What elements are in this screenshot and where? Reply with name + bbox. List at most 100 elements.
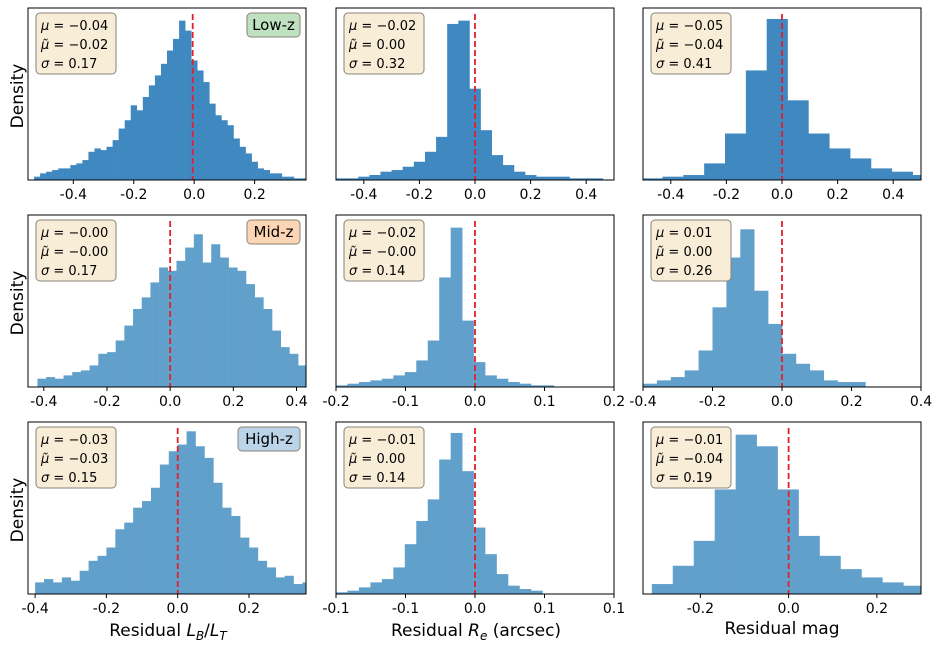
xlabel-col-1: Residual LB/LT bbox=[109, 621, 228, 643]
histogram-bar bbox=[44, 579, 54, 594]
histogram-bar bbox=[272, 330, 282, 387]
bars bbox=[643, 18, 921, 180]
histogram-bar bbox=[458, 20, 470, 180]
histogram-bar bbox=[485, 554, 497, 594]
histogram-bar bbox=[269, 173, 277, 180]
histogram-bar bbox=[202, 262, 212, 387]
histogram-bar bbox=[525, 175, 537, 180]
histogram-bar bbox=[159, 464, 170, 594]
histogram-bar bbox=[485, 375, 497, 387]
histogram-bar bbox=[124, 120, 132, 180]
histogram-bar bbox=[186, 431, 196, 594]
histogram-bar bbox=[837, 382, 852, 387]
histogram-bar bbox=[698, 350, 713, 387]
histogram-bar bbox=[293, 584, 303, 594]
histogram-bar bbox=[670, 377, 685, 387]
histogram-bar bbox=[159, 267, 169, 387]
stat-sigma: σ = 0.32 bbox=[349, 57, 405, 72]
histogram-bar bbox=[88, 151, 95, 180]
histogram-bar bbox=[558, 176, 570, 180]
histogram-bar bbox=[808, 133, 830, 180]
histogram-bar bbox=[795, 363, 811, 387]
stat-mean: μ = 0.01 bbox=[655, 226, 712, 241]
histogram-bar bbox=[89, 365, 99, 387]
histogram-bar bbox=[204, 457, 214, 594]
stats-box bbox=[343, 12, 425, 75]
histogram-bar bbox=[347, 383, 360, 387]
x-tick-label: 0.2 bbox=[238, 601, 260, 617]
histogram-bar bbox=[76, 163, 83, 180]
histogram-bar bbox=[496, 378, 509, 387]
histogram-bar bbox=[393, 567, 406, 594]
stats-box bbox=[343, 219, 425, 282]
histogram-bar bbox=[651, 584, 674, 594]
row-label-box bbox=[246, 219, 301, 245]
bars bbox=[336, 227, 555, 387]
stat-sigma: σ = 0.41 bbox=[656, 57, 712, 72]
x-tick-label: -0.4 bbox=[657, 187, 684, 203]
x-tick-label: 0.1 bbox=[603, 601, 625, 617]
x-tick-label: 0.0 bbox=[464, 601, 486, 617]
stat-mean: μ = −0.02 bbox=[348, 226, 416, 241]
histogram-bar bbox=[160, 63, 168, 180]
histogram-bar bbox=[37, 378, 47, 387]
ylabel-row-2: Density bbox=[8, 271, 28, 336]
histogram-bar bbox=[275, 577, 285, 594]
histogram-bar bbox=[98, 353, 108, 387]
histogram-bar bbox=[530, 590, 543, 594]
histogram-bar bbox=[693, 540, 716, 594]
histogram-bar bbox=[64, 168, 71, 180]
histogram-bar bbox=[177, 444, 187, 594]
row-label: High-z bbox=[245, 430, 293, 448]
histogram-bar bbox=[284, 575, 294, 594]
histogram-bar bbox=[203, 82, 210, 180]
histogram-bar bbox=[416, 360, 429, 387]
histogram-bar bbox=[142, 97, 150, 180]
histogram-bar bbox=[714, 489, 736, 594]
histogram-bar bbox=[513, 171, 526, 180]
histogram-bar bbox=[106, 547, 116, 594]
histogram-bar bbox=[903, 585, 921, 594]
histogram-bar bbox=[427, 499, 440, 594]
histogram-bar bbox=[257, 560, 268, 594]
stat-mean: μ = −0.04 bbox=[40, 19, 108, 34]
histogram-bar bbox=[912, 175, 921, 180]
stat-sigma: σ = 0.14 bbox=[349, 264, 405, 279]
histogram-bar bbox=[496, 574, 509, 594]
histogram-bar bbox=[287, 176, 295, 180]
bars bbox=[34, 20, 306, 180]
ylabel-row-1: Density bbox=[8, 64, 28, 129]
stats-box bbox=[35, 12, 117, 75]
stat-median: μ̃ = −0.00 bbox=[40, 245, 108, 260]
histogram-bar bbox=[508, 382, 520, 387]
histogram-bar bbox=[712, 307, 727, 387]
histogram-bar bbox=[263, 308, 273, 387]
histogram-bar bbox=[370, 380, 383, 387]
histogram-bar bbox=[643, 383, 658, 387]
panel-r2c2: -0.2 -0.1 0.0 0.1 0.2 μ = −0.02 μ̃ = −0.00 σ = … bbox=[322, 214, 625, 410]
stats-box bbox=[650, 219, 732, 282]
stats-box bbox=[35, 426, 117, 489]
histogram-bar bbox=[370, 582, 383, 594]
histogram-bar bbox=[358, 176, 370, 180]
x-tick-label: -0.2 bbox=[406, 187, 433, 203]
x-tick-label: 0.0 bbox=[159, 394, 181, 410]
histogram-bar bbox=[519, 589, 532, 594]
histogram-bar bbox=[358, 382, 371, 387]
stat-median: μ̃ = −0.04 bbox=[655, 38, 723, 53]
histogram-bar bbox=[829, 148, 851, 180]
histogram-bar bbox=[380, 171, 392, 180]
histogram-bar bbox=[133, 308, 143, 387]
row-label-box bbox=[246, 12, 301, 38]
histogram-bar bbox=[233, 138, 240, 180]
histogram-bar bbox=[193, 234, 203, 387]
histogram-bar bbox=[80, 370, 90, 387]
x-tick-label: 0.1 bbox=[533, 394, 555, 410]
x-tick-label: 0.2 bbox=[603, 394, 625, 410]
histogram-bar bbox=[381, 378, 394, 387]
histogram-bar bbox=[766, 18, 788, 180]
histogram-bar bbox=[672, 565, 695, 594]
histogram-bar bbox=[519, 383, 532, 387]
stat-median: μ̃ = 0.00 bbox=[655, 245, 712, 260]
histogram-bar bbox=[725, 133, 747, 180]
